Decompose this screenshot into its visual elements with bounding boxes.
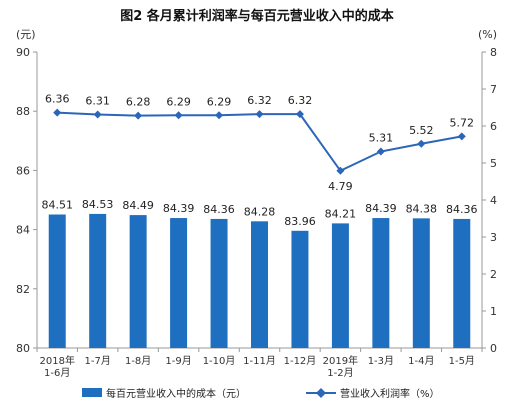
bar: [89, 213, 107, 348]
line-value-label: 6.31: [85, 95, 110, 108]
line-path: [57, 111, 462, 173]
left-tick-label: 80: [16, 342, 30, 355]
left-axis-unit: (元): [16, 28, 36, 41]
left-tick-label: 88: [16, 105, 30, 118]
legend-bar-swatch: [82, 388, 102, 397]
bar-value-label: 84.21: [325, 207, 357, 220]
bar: [251, 221, 268, 348]
left-tick-label: 86: [16, 164, 30, 177]
x-tick-label: 1-6月: [44, 367, 70, 379]
line-value-label: 6.29: [207, 95, 232, 108]
bar: [453, 218, 471, 348]
legend-bar-label: 每百元营业收入中的成本（元）: [106, 387, 246, 400]
line-value-label: 5.52: [409, 124, 434, 137]
x-tick-label: 1-4月: [408, 355, 434, 367]
bar-value-label: 84.39: [365, 202, 397, 215]
x-tick-label: 1-11月: [243, 355, 276, 367]
line-value-label: 6.32: [247, 94, 272, 107]
x-tick-label: 1-9月: [165, 355, 191, 367]
line-point: [215, 111, 224, 120]
left-tick-label: 84: [16, 224, 30, 237]
line-point: [53, 108, 62, 117]
line-point: [457, 132, 466, 141]
bar-value-label: 84.53: [82, 198, 114, 211]
line-point: [417, 139, 426, 148]
bar: [129, 215, 147, 348]
bar: [372, 218, 390, 348]
bar-value-label: 84.28: [244, 205, 276, 218]
bar-value-label: 84.38: [406, 202, 438, 215]
legend-line-marker: [316, 388, 326, 398]
x-tick-label: 1-10月: [203, 355, 236, 367]
bar: [412, 218, 430, 348]
x-tick-label: 1-8月: [125, 355, 151, 367]
x-tick-label: 1-3月: [368, 355, 394, 367]
x-tick-label: 1-12月: [284, 355, 317, 367]
line-series: [53, 108, 466, 175]
right-tick-label: 5: [490, 157, 497, 170]
right-axis-ticks: 0 1 2 3 4 5 6 7 8: [482, 46, 497, 355]
line-point: [255, 110, 264, 119]
line-value-label: 6.36: [45, 93, 70, 106]
right-tick-label: 4: [490, 194, 497, 207]
bar-value-label: 84.36: [203, 203, 235, 216]
x-tick-label: 2018年: [40, 354, 75, 367]
line-point: [336, 166, 345, 175]
right-tick-label: 1: [490, 305, 497, 318]
line-value-label: 5.31: [369, 132, 394, 145]
legend-line-label: 营业收入利润率（%）: [340, 387, 440, 400]
bar: [48, 214, 66, 348]
x-tick-label: 1-5月: [449, 355, 475, 367]
left-axis-ticks: 80 82 84 86 88 90: [16, 46, 37, 355]
right-tick-label: 2: [490, 268, 497, 281]
left-tick-label: 90: [16, 46, 30, 59]
bar-value-label: 83.96: [284, 215, 316, 228]
x-tick-label: 2019年: [323, 354, 358, 367]
line-point: [174, 111, 183, 120]
line-value-label: 4.79: [328, 180, 353, 193]
bar-value-label: 84.39: [163, 202, 195, 215]
chart-title: 图2 各月累计利润率与每百元营业收入中的成本: [120, 8, 394, 24]
bar-series: [48, 213, 471, 348]
line-point: [295, 110, 304, 119]
bar-value-label: 84.51: [41, 199, 73, 212]
legend: 每百元营业收入中的成本（元） 营业收入利润率（%）: [82, 387, 440, 400]
right-tick-label: 6: [490, 120, 497, 133]
line-value-label: 6.28: [126, 96, 151, 109]
right-tick-label: 3: [490, 231, 497, 244]
line-point: [93, 110, 102, 119]
line-value-label: 6.29: [166, 95, 191, 108]
bar: [210, 218, 228, 348]
line-point: [134, 111, 143, 120]
x-tick-label: 1-7月: [85, 355, 111, 367]
right-tick-label: 0: [490, 342, 497, 355]
x-tick-label: 1-2月: [327, 367, 353, 379]
line-value-label: 6.32: [288, 94, 313, 107]
bar-value-label: 84.49: [122, 199, 154, 212]
line-data-labels: 6.36 6.31 6.28 6.29 6.29 6.32 6.32 4.79 5.31 5.52…: [45, 93, 474, 193]
bar-value-label: 84.36: [446, 203, 478, 216]
bar: [331, 223, 349, 348]
right-axis-unit: (%): [478, 28, 497, 41]
bar: [291, 230, 309, 348]
right-tick-label: 8: [490, 46, 497, 59]
bar-data-labels: 84.51 84.53 84.49 84.39 84.36 84.28 83.96 84.21…: [41, 198, 477, 228]
bar: [170, 218, 188, 348]
right-tick-label: 7: [490, 83, 497, 96]
line-point: [376, 147, 385, 156]
left-tick-label: 82: [16, 283, 30, 296]
line-value-label: 5.72: [450, 116, 475, 129]
